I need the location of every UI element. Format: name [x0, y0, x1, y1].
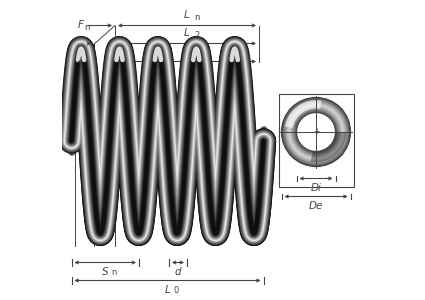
Wedge shape: [295, 111, 337, 153]
Text: 0: 0: [173, 286, 179, 295]
Wedge shape: [288, 104, 344, 160]
Text: n: n: [84, 23, 90, 32]
Wedge shape: [288, 104, 344, 160]
Wedge shape: [285, 100, 321, 128]
Wedge shape: [293, 109, 339, 155]
Wedge shape: [286, 102, 346, 162]
Text: n: n: [111, 268, 116, 277]
Text: L: L: [184, 10, 190, 20]
Wedge shape: [293, 109, 339, 155]
Wedge shape: [289, 104, 343, 160]
Wedge shape: [285, 101, 347, 163]
Wedge shape: [287, 103, 345, 161]
Wedge shape: [283, 99, 349, 165]
Text: Di: Di: [311, 183, 321, 193]
Circle shape: [297, 112, 335, 152]
Wedge shape: [296, 112, 336, 152]
Text: +: +: [313, 128, 319, 136]
Wedge shape: [284, 100, 348, 164]
Wedge shape: [281, 98, 351, 166]
Wedge shape: [289, 105, 343, 159]
Text: 2: 2: [195, 31, 200, 40]
Text: L: L: [184, 28, 190, 38]
Text: L: L: [184, 46, 190, 56]
Wedge shape: [286, 103, 346, 161]
Wedge shape: [284, 100, 348, 164]
Wedge shape: [311, 132, 346, 162]
Text: S: S: [102, 267, 108, 277]
Text: n: n: [195, 13, 200, 22]
Wedge shape: [292, 108, 340, 156]
Wedge shape: [291, 107, 341, 157]
Wedge shape: [290, 106, 342, 158]
Wedge shape: [295, 111, 337, 153]
Wedge shape: [282, 98, 350, 166]
Wedge shape: [281, 132, 351, 166]
Circle shape: [281, 98, 351, 166]
Wedge shape: [294, 110, 338, 154]
Wedge shape: [295, 111, 337, 153]
Wedge shape: [289, 106, 343, 158]
Text: F: F: [77, 56, 83, 67]
Wedge shape: [296, 112, 336, 152]
Wedge shape: [285, 101, 347, 163]
Wedge shape: [285, 100, 347, 164]
Wedge shape: [294, 110, 338, 154]
Wedge shape: [292, 108, 340, 156]
Wedge shape: [297, 112, 335, 152]
Wedge shape: [289, 105, 343, 159]
Wedge shape: [282, 98, 350, 166]
Text: 1: 1: [195, 49, 200, 58]
Text: De: De: [309, 201, 323, 211]
Text: L: L: [164, 285, 170, 295]
Wedge shape: [283, 99, 349, 165]
Circle shape: [297, 112, 335, 152]
Text: F: F: [77, 38, 83, 49]
Wedge shape: [287, 103, 345, 161]
Wedge shape: [283, 99, 348, 165]
Wedge shape: [290, 106, 342, 158]
Wedge shape: [291, 107, 341, 157]
Wedge shape: [286, 102, 346, 162]
Text: F: F: [77, 20, 83, 31]
Wedge shape: [292, 107, 340, 157]
Text: d: d: [175, 267, 181, 277]
Wedge shape: [293, 110, 339, 154]
Text: 1: 1: [84, 59, 89, 68]
Text: 2: 2: [84, 41, 89, 50]
